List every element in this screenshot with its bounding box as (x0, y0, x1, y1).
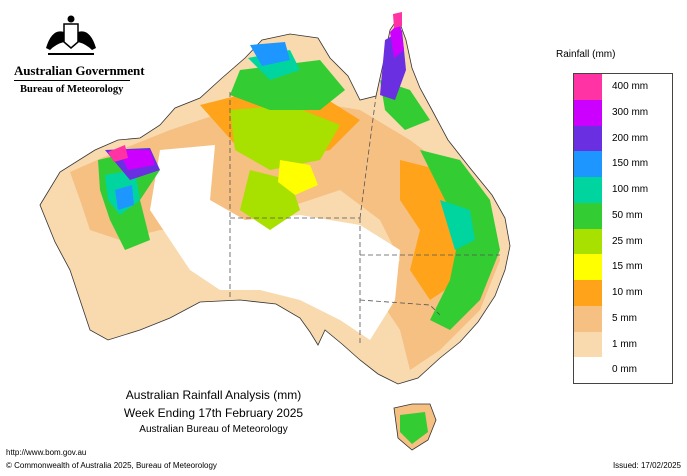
legend-title: Rainfall (mm) (556, 49, 616, 60)
legend-swatch (574, 74, 602, 100)
legend-swatch (574, 254, 602, 280)
legend-item: 1 mm (574, 331, 672, 358)
legend: 400 mm 300 mm 200 mm 150 mm 100 mm 50 mm 25 mm… (573, 73, 673, 384)
header-divider (14, 80, 130, 81)
legend-label: 0 mm (612, 364, 637, 376)
legend-item: 100 mm (574, 177, 672, 203)
rain-zone-15mm (278, 160, 318, 195)
legend-swatch (574, 151, 602, 177)
government-name: Australian Government (14, 63, 145, 78)
legend-swatch (574, 228, 602, 255)
department-name: Bureau of Meteorology (20, 84, 124, 95)
legend-label: 50 mm (612, 209, 643, 221)
legend-label: 100 mm (612, 184, 649, 195)
map-title: Australian Rainfall Analysis (mm) (125, 388, 302, 402)
legend-item: 0 mm (574, 357, 672, 383)
legend-label: 200 mm (612, 132, 649, 144)
rain-zone-300mm (118, 22, 404, 170)
legend-swatch (574, 177, 602, 203)
legend-swatch (574, 280, 602, 306)
rain-zone-25mm (230, 105, 340, 230)
legend-swatch (574, 99, 602, 126)
legend-item: 50 mm (574, 202, 672, 229)
legend-swatch (574, 125, 602, 152)
commonwealth-coat-of-arms-icon (46, 15, 96, 55)
issued-date: Issued: 17/02/2025 (612, 461, 681, 470)
legend-label: 15 mm (612, 261, 643, 273)
copyright-notice: © Commonwealth of Australia 2025, Bureau… (6, 461, 217, 470)
legend-label: 400 mm (612, 81, 649, 92)
legend-item: 15 mm (574, 254, 672, 280)
legend-swatch (574, 202, 602, 229)
legend-swatch (574, 357, 602, 383)
legend-item: 25 mm (574, 228, 672, 255)
legend-label: 10 mm (612, 287, 643, 298)
legend-item: 150 mm (574, 151, 672, 177)
legend-label: 25 mm (612, 235, 643, 247)
legend-swatch (574, 331, 602, 358)
legend-label: 5 mm (612, 312, 637, 324)
legend-label: 300 mm (612, 106, 649, 118)
legend-item: 300 mm (574, 99, 672, 126)
legend-label: 1 mm (612, 338, 637, 350)
rain-zone-0mm (150, 145, 400, 340)
legend-label: 150 mm (612, 158, 649, 170)
legend-item: 5 mm (574, 305, 672, 332)
legend-item: 200 mm (574, 125, 672, 152)
state-borders (229, 92, 500, 345)
map-source: Australian Bureau of Meteorology (139, 424, 288, 435)
legend-item: 400 mm (574, 74, 672, 100)
legend-swatch (574, 305, 602, 332)
bom-website-link[interactable]: http://www.bom.gov.au (6, 448, 87, 457)
legend-item: 10 mm (574, 280, 672, 306)
map-subtitle: Week Ending 17th February 2025 (123, 406, 304, 420)
